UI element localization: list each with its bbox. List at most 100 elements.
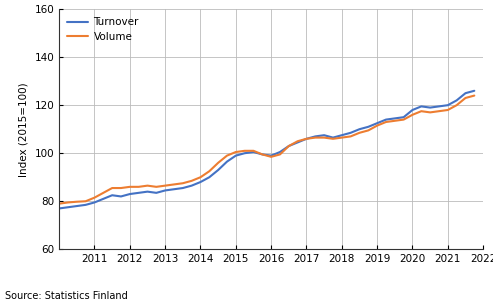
Turnover [374,121,380,125]
Turnover [268,154,274,157]
Turnover [215,168,221,172]
Turnover [356,127,362,131]
Volume [348,135,353,138]
Turnover [207,175,212,179]
Turnover [339,133,345,137]
Volume [471,94,477,97]
Turnover [321,133,327,137]
Turnover [153,191,159,195]
Volume [109,186,115,190]
Volume [224,154,230,157]
Volume [295,140,301,143]
Turnover [65,206,71,209]
Turnover [454,98,459,102]
Volume [215,161,221,165]
Volume [250,149,256,153]
Turnover [313,135,318,138]
Volume [101,191,106,195]
Volume [286,144,292,148]
Turnover [277,150,283,154]
Volume [180,181,186,185]
Volume [56,202,62,206]
Turnover [233,154,239,157]
Volume [189,179,195,183]
Volume [207,169,212,173]
Turnover [250,150,256,154]
Volume [419,109,424,113]
Volume [330,137,336,141]
Volume [445,108,451,112]
Turnover [286,144,292,148]
Turnover [427,106,433,109]
Turnover [471,89,477,93]
Volume [401,118,407,121]
Text: Source: Statistics Finland: Source: Statistics Finland [5,291,128,301]
Turnover [295,140,301,144]
Turnover [189,184,195,188]
Volume [436,109,442,113]
Volume [454,103,459,107]
Volume [233,150,239,154]
Volume [74,200,80,204]
Turnover [401,116,407,119]
Turnover [74,204,80,208]
Turnover [348,131,353,135]
Volume [313,136,318,140]
Turnover [83,203,89,207]
Turnover [109,193,115,197]
Turnover [198,180,204,184]
Turnover [392,116,398,120]
Volume [259,153,265,156]
Volume [65,201,71,204]
Turnover [383,118,389,121]
Volume [339,136,345,140]
Turnover [171,187,177,191]
Turnover [304,137,310,141]
Turnover [127,192,133,196]
Volume [277,153,283,156]
Volume [118,186,124,190]
Volume [144,184,150,188]
Volume [462,96,468,100]
Turnover [436,105,442,108]
Turnover [365,125,371,129]
Volume [162,184,168,188]
Volume [242,149,247,153]
Turnover [330,136,336,140]
Volume [198,175,204,179]
Volume [171,183,177,186]
Volume [83,199,89,203]
Turnover [259,153,265,156]
Legend: Turnover, Volume: Turnover, Volume [65,14,142,45]
Line: Turnover: Turnover [59,91,474,209]
Volume [410,113,416,117]
Volume [374,124,380,127]
Volume [92,196,98,199]
Volume [365,129,371,132]
Volume [268,155,274,159]
Volume [136,185,141,189]
Turnover [118,195,124,198]
Turnover [92,201,98,204]
Turnover [162,188,168,192]
Turnover [56,207,62,210]
Volume [153,185,159,189]
Y-axis label: Index (2015=100): Index (2015=100) [19,82,29,177]
Line: Volume: Volume [59,95,474,204]
Turnover [180,186,186,190]
Turnover [144,190,150,193]
Volume [427,111,433,114]
Volume [127,185,133,189]
Turnover [136,191,141,195]
Turnover [410,108,416,112]
Volume [392,119,398,123]
Volume [383,120,389,124]
Volume [304,137,310,141]
Turnover [445,103,451,107]
Turnover [101,197,106,201]
Turnover [419,105,424,108]
Volume [356,131,362,135]
Turnover [462,91,468,95]
Volume [321,136,327,140]
Turnover [242,151,247,155]
